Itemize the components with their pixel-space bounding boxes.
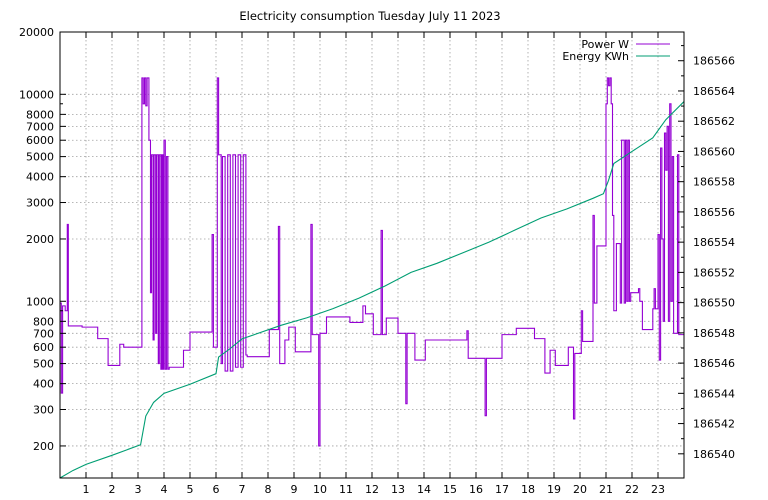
x-axis: 1 2 3 4 5 6 7 8 9 10 11 12 13 14 15 16 17 18 19 20 21 22 23	[83, 483, 666, 496]
y-left-tick-label: 3000	[26, 197, 54, 210]
y-right-tick-label: 186564	[693, 85, 735, 98]
y-left-tick-label: 4000	[26, 171, 54, 184]
y-left-tick-label: 200	[33, 440, 54, 453]
x-tick-label: 11	[339, 483, 353, 496]
y-left-tick-label: 600	[33, 341, 54, 354]
legend-label: Power W	[581, 38, 629, 51]
energy-series-line	[59, 101, 685, 479]
x-tick-label: 22	[625, 483, 639, 496]
legend-label: Energy KWh	[562, 50, 629, 63]
x-tick-label: 15	[443, 483, 457, 496]
x-tick-label: 3	[135, 483, 142, 496]
plot-area	[59, 77, 685, 479]
y-right-tick-label: 186552	[693, 266, 735, 279]
x-tick-label: 5	[187, 483, 194, 496]
y-left-tick-label: 300	[33, 403, 54, 416]
y-left-tick-label: 10000	[19, 88, 54, 101]
x-tick-label: 7	[239, 483, 246, 496]
y-left-tick-label: 1000	[26, 295, 54, 308]
y-right-tick-label: 186548	[693, 327, 735, 340]
y-left-tick-label: 8000	[26, 108, 54, 121]
y-right-tick-label: 186556	[693, 206, 735, 219]
y-right-tick-label: 186542	[693, 418, 735, 431]
y-left-tick-label: 700	[33, 327, 54, 340]
y-right-tick-label: 186554	[693, 236, 735, 249]
chart-title: Electricity consumption Tuesday July 11 …	[239, 9, 500, 23]
y-left-tick-label: 5000	[26, 151, 54, 164]
y-left-tick-label: 800	[33, 315, 54, 328]
x-tick-label: 17	[495, 483, 509, 496]
x-tick-label: 6	[213, 483, 220, 496]
y-axis-right: 186540 186542 186544 186546 186548 186550 1865…	[693, 55, 735, 461]
x-tick-label: 4	[161, 483, 168, 496]
power-series-line	[60, 77, 684, 447]
y-left-tick-label: 2000	[26, 233, 54, 246]
x-tick-label: 18	[521, 483, 535, 496]
ticks	[60, 31, 684, 478]
x-tick-label: 20	[573, 483, 587, 496]
y-right-tick-label: 186550	[693, 297, 735, 310]
x-tick-label: 14	[417, 483, 431, 496]
y-right-tick-label: 186566	[693, 55, 735, 68]
y-right-tick-label: 186544	[693, 387, 735, 400]
x-tick-label: 13	[391, 483, 405, 496]
y-left-tick-label: 20000	[19, 26, 54, 39]
x-tick-label: 8	[265, 483, 272, 496]
x-tick-label: 9	[291, 483, 298, 496]
y-right-tick-label: 186546	[693, 357, 735, 370]
x-tick-label: 16	[469, 483, 483, 496]
y-left-tick-label: 400	[33, 378, 54, 391]
x-tick-label: 12	[365, 483, 379, 496]
x-tick-label: 10	[313, 483, 327, 496]
x-tick-label: 2	[109, 483, 116, 496]
y-left-tick-label: 500	[33, 358, 54, 371]
x-tick-label: 1	[83, 483, 90, 496]
x-tick-label: 21	[599, 483, 613, 496]
y-left-tick-label: 7000	[26, 120, 54, 133]
y-right-tick-label: 186540	[693, 448, 735, 461]
y-right-tick-label: 186558	[693, 176, 735, 189]
y-right-tick-label: 186560	[693, 145, 735, 158]
y-left-tick-label: 6000	[26, 134, 54, 147]
x-tick-label: 19	[547, 483, 561, 496]
x-tick-label: 23	[651, 483, 665, 496]
y-right-tick-label: 186562	[693, 115, 735, 128]
